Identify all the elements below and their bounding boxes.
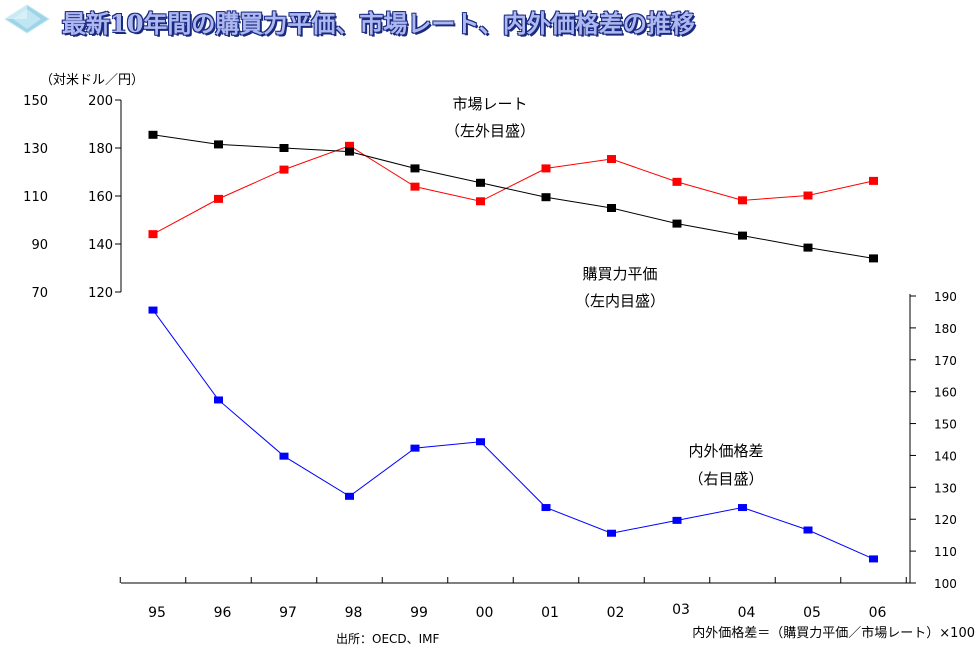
- left-inner-tick-label: 120: [88, 286, 113, 301]
- right-tick-label: 180: [934, 322, 957, 336]
- x-tick-label: 06: [869, 605, 887, 621]
- ppp-line: [152, 134, 874, 259]
- right-tick-label: 120: [934, 513, 957, 527]
- price-gap-point: [279, 452, 289, 460]
- right-tick-label: 170: [934, 354, 957, 368]
- market-rate-point: [410, 182, 420, 191]
- x-tick-label: 04: [738, 605, 756, 621]
- left-inner-axis: 200 180 160 140 120: [88, 94, 121, 301]
- left-inner-tick-label: 180: [88, 142, 113, 157]
- market-rate-series: [148, 141, 878, 239]
- source-note: 出所：OECD、IMF: [336, 632, 440, 646]
- left-outer-tick-label: 150: [23, 94, 48, 109]
- right-tick-label: 110: [934, 545, 957, 559]
- price-gap-point: [148, 306, 158, 314]
- price-gap-point: [410, 444, 420, 452]
- market-rate-axis-note: （左外目盛）: [445, 122, 535, 140]
- ppp-point: [738, 231, 747, 240]
- ppp-point: [279, 144, 289, 152]
- ppp-point: [148, 130, 158, 139]
- x-tick-label: 01: [541, 605, 559, 621]
- ppp-point: [672, 219, 682, 228]
- ppp-point: [476, 178, 485, 187]
- right-tick-label: 130: [934, 481, 957, 495]
- x-tick-label: 99: [410, 605, 428, 621]
- price-gap-point: [345, 492, 354, 500]
- market-rate-line: [152, 145, 874, 235]
- left-inner-tick-label: 200: [88, 94, 113, 109]
- market-rate-point: [672, 177, 682, 186]
- series-layer: [148, 130, 878, 563]
- x-axis: 95 96 97 98 99 00 01 02 03 04 05 06: [119, 577, 907, 621]
- x-tick-label: 03: [672, 602, 690, 618]
- market-rate-point: [476, 197, 485, 206]
- market-rate-point: [279, 165, 289, 174]
- ppp-point: [345, 147, 354, 156]
- left-outer-tick-label: 110: [23, 190, 48, 205]
- x-tick-label: 00: [476, 605, 494, 621]
- price-gap-point: [214, 396, 223, 404]
- price-gap-series: [148, 306, 878, 563]
- x-tick-label: 02: [607, 605, 625, 621]
- right-tick-label: 190: [934, 290, 957, 304]
- left-outer-tick-label: 130: [23, 142, 48, 157]
- price-gap-point: [869, 555, 878, 563]
- price-gap-line: [152, 309, 874, 560]
- x-tick-label: 96: [214, 605, 232, 621]
- formula-note: 内外価格差＝（購買力平価／市場レート）×100: [692, 625, 975, 641]
- left-outer-axis: 150 130 110 90 70: [23, 94, 48, 301]
- price-gap-point: [738, 504, 747, 512]
- left-outer-tick-label: 70: [31, 286, 48, 301]
- x-tick-label: 95: [148, 605, 166, 621]
- ppp-point: [607, 204, 616, 212]
- ppp-point: [869, 254, 878, 263]
- unit-label: （対米ドル／円）: [40, 73, 144, 88]
- market-rate-point: [607, 155, 616, 164]
- ppp-point: [214, 140, 223, 149]
- ppp-point: [541, 193, 551, 202]
- right-axis: 190 180 170 160 150 140 130 120 110 100: [910, 290, 957, 591]
- market-rate-point: [345, 141, 354, 150]
- price-gap-annotation: 内外価格差: [688, 442, 763, 460]
- market-rate-point: [738, 196, 747, 205]
- ppp-point: [803, 243, 813, 252]
- chart-axes: [120, 100, 911, 584]
- price-gap-point: [672, 516, 682, 524]
- market-rate-point: [148, 230, 158, 239]
- price-gap-point: [476, 438, 485, 446]
- price-gap-point: [803, 526, 813, 534]
- market-rate-annotation: 市場レート: [452, 95, 527, 113]
- right-tick-label: 160: [934, 386, 957, 400]
- left-inner-tick-label: 160: [88, 190, 113, 205]
- diamond-logo-icon: [4, 4, 50, 34]
- price-gap-axis-note: （右目盛）: [688, 470, 763, 488]
- ppp-annotation: 購買力平価: [582, 265, 657, 283]
- right-tick-label: 100: [934, 577, 957, 591]
- x-tick-label: 98: [345, 605, 363, 621]
- right-tick-label: 140: [934, 449, 957, 463]
- ppp-point: [410, 164, 420, 173]
- market-rate-point: [803, 191, 813, 200]
- x-tick-label: 97: [279, 605, 297, 621]
- left-inner-tick-label: 140: [88, 238, 113, 253]
- x-tick-label: 05: [803, 605, 821, 621]
- chart-title: 最新10年間の購買力平価、市場レート、内外価格差の推移: [62, 9, 695, 38]
- ppp-series: [148, 130, 878, 263]
- ppp-axis-note: （左内目盛）: [575, 292, 665, 310]
- market-rate-point: [869, 176, 878, 185]
- left-outer-tick-label: 90: [31, 238, 48, 253]
- right-tick-label: 150: [934, 418, 957, 432]
- price-gap-point: [607, 529, 616, 537]
- market-rate-point: [541, 164, 551, 173]
- market-rate-point: [214, 194, 223, 203]
- price-gap-point: [541, 504, 551, 512]
